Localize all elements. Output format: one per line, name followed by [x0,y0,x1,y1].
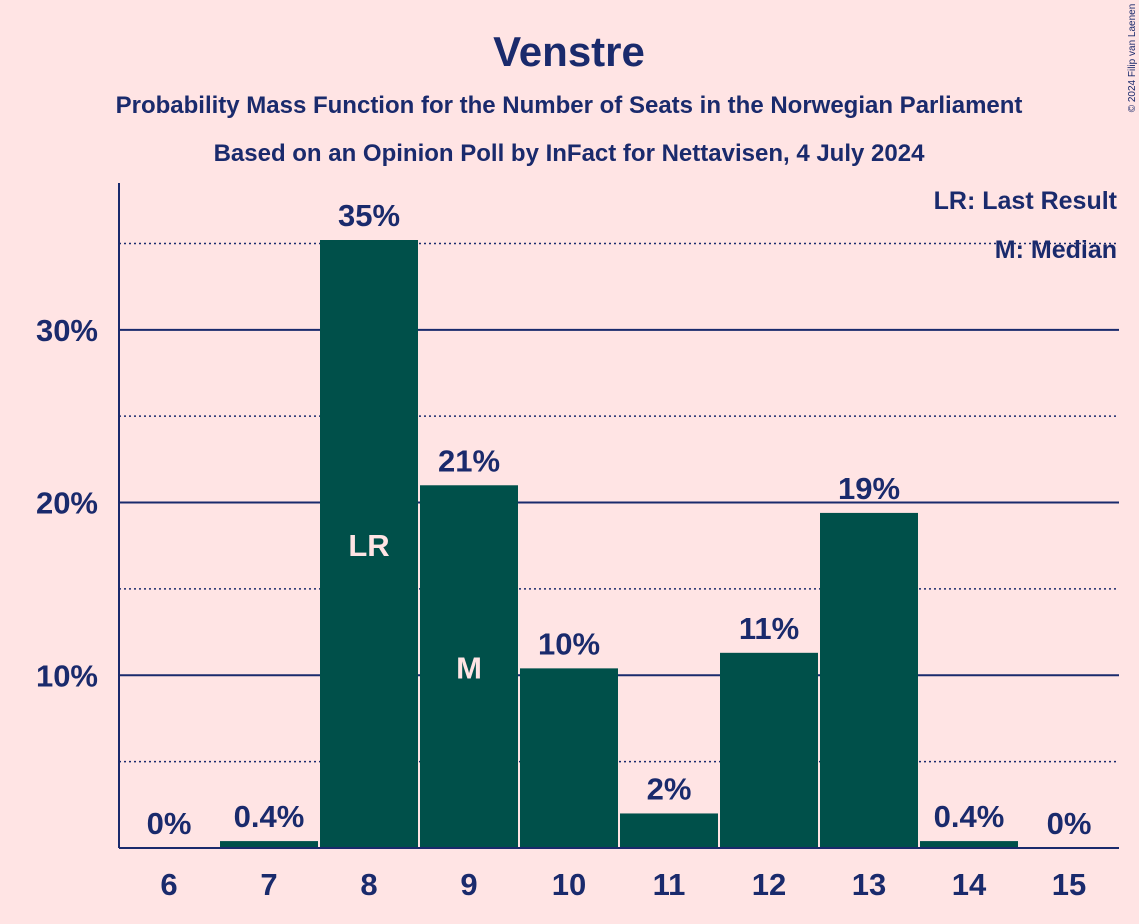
bar [820,512,918,848]
bar [620,813,718,848]
y-tick-label: 20% [36,486,98,521]
legend-median: M: Median [995,236,1117,264]
labels: 10% 20% 30% 0% 6 0.4% 7 35% LR 8 21% M 9 10% 10 2% 11 11%… [36,198,1091,902]
bars [220,240,1018,848]
data-label: 0% [1047,806,1092,841]
chart-subtitle-1: Probability Mass Function for the Number… [116,92,1023,119]
data-label: 21% [438,443,500,478]
data-label: 35% [338,198,400,233]
chart-subtitle-2: Based on an Opinion Poll by InFact for N… [214,140,926,167]
x-tick-label: 14 [952,867,987,902]
x-tick-label: 13 [852,867,886,902]
x-tick-label: 6 [160,867,177,902]
x-tick-label: 10 [552,867,586,902]
bar [320,240,418,848]
bar [220,841,318,848]
axes [118,183,1119,849]
legend-last-result: LR: Last Result [934,187,1118,215]
x-tick-label: 11 [653,867,686,902]
bar [520,668,618,848]
data-label: 2% [647,771,692,806]
bar [420,485,518,848]
x-tick-label: 9 [460,867,477,902]
data-label: 19% [838,471,900,506]
data-label: 0% [147,806,192,841]
data-label: 10% [538,626,600,661]
x-tick-label: 8 [360,867,377,902]
data-label: 0.4% [234,799,305,834]
x-tick-label: 12 [752,867,786,902]
bar [920,841,1018,848]
data-label: 11% [739,611,799,646]
x-tick-label: 7 [260,867,277,902]
chart-title: Venstre [493,28,645,75]
x-tick-label: 15 [1052,867,1086,902]
bar-inner-label: LR [348,528,389,563]
bar-inner-label: M [456,651,482,686]
copyright-notice: © 2024 Filip van Laenen [1127,4,1138,113]
y-tick-label: 30% [36,313,98,348]
grid [119,242,1119,763]
y-tick-label: 10% [36,658,98,693]
data-label: 0.4% [934,799,1005,834]
bar [720,652,818,848]
